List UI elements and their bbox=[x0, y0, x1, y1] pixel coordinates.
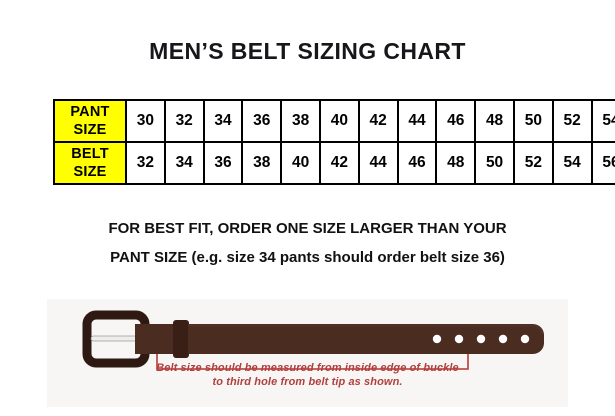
belt-size-cell: 34 bbox=[163, 141, 205, 185]
page-title: MEN’S BELT SIZING CHART bbox=[149, 38, 466, 64]
belt-hole bbox=[498, 334, 508, 344]
belt-hole bbox=[454, 334, 464, 344]
belt-size-cell: 44 bbox=[357, 141, 399, 185]
belt-strap-buckle-end bbox=[135, 324, 173, 354]
belt-size-cell: 38 bbox=[241, 141, 283, 185]
pant-size-cell: 36 bbox=[241, 99, 283, 143]
belt-illustration bbox=[82, 310, 544, 370]
belt-size-cell: 48 bbox=[435, 141, 477, 185]
row-header-pant-size-line2: SIZE bbox=[73, 122, 107, 138]
pant-size-cell: 52 bbox=[551, 99, 593, 143]
belt-caption-line1: Belt size should be measured from inside… bbox=[156, 362, 459, 374]
belt-size-cell: 32 bbox=[125, 141, 166, 185]
belt-hole bbox=[432, 334, 442, 344]
row-header-belt-size-line2: SIZE bbox=[73, 164, 107, 180]
table-row-pant-size: PANT SIZE 30 32 34 36 38 40 42 44 46 48 … bbox=[53, 99, 615, 143]
belt-size-cell: 56 bbox=[590, 141, 615, 185]
size-chart-table-container: PANT SIZE 30 32 34 36 38 40 42 44 46 48 … bbox=[53, 99, 615, 185]
pant-size-cell: 32 bbox=[163, 99, 205, 143]
belt-keeper-loop bbox=[173, 320, 189, 358]
belt-size-cell: 50 bbox=[474, 141, 515, 185]
belt-caption-line2: to third hole from belt tip as shown. bbox=[212, 375, 403, 388]
belt-size-cell: 52 bbox=[512, 141, 554, 185]
pant-size-cell: 30 bbox=[125, 99, 166, 143]
belt-size-cell: 40 bbox=[280, 141, 321, 185]
pant-size-cell: 38 bbox=[280, 99, 321, 143]
belt-strap-body bbox=[188, 324, 544, 354]
belt-size-cell: 36 bbox=[202, 141, 244, 185]
fit-instruction-line1: FOR BEST FIT, ORDER ONE SIZE LARGER THAN… bbox=[108, 220, 507, 237]
row-header-pant-size: PANT SIZE bbox=[53, 99, 127, 143]
row-header-belt-size-line1: BELT bbox=[71, 145, 109, 162]
table-row-belt-size: BELT SIZE 32 34 36 38 40 42 44 46 48 50 … bbox=[53, 141, 615, 185]
pant-size-cell: 34 bbox=[202, 99, 244, 143]
belt-hole bbox=[476, 334, 486, 344]
measurement-bracket bbox=[156, 354, 469, 370]
pant-size-cell: 48 bbox=[474, 99, 515, 143]
pant-size-cell: 50 bbox=[512, 99, 554, 143]
row-header-pant-size-line1: PANT bbox=[70, 103, 110, 120]
belt-measurement-caption: Belt size should be measured from inside… bbox=[47, 362, 568, 389]
fit-instruction-line2: PANT SIZE (e.g. size 34 pants should ord… bbox=[110, 249, 505, 266]
pant-size-cell: 46 bbox=[435, 99, 477, 143]
belt-hole bbox=[520, 334, 530, 344]
size-chart-table: PANT SIZE 30 32 34 36 38 40 42 44 46 48 … bbox=[53, 99, 615, 185]
row-header-belt-size: BELT SIZE bbox=[53, 141, 127, 185]
belt-holes bbox=[432, 334, 530, 344]
belt-strap-highlight bbox=[188, 324, 543, 335]
belt-size-cell: 42 bbox=[318, 141, 360, 185]
belt-size-cell: 46 bbox=[396, 141, 438, 185]
pant-size-cell: 54 bbox=[590, 99, 615, 143]
pant-size-cell: 40 bbox=[318, 99, 360, 143]
belt-diagram-panel: Belt size should be measured from inside… bbox=[47, 299, 568, 407]
belt-size-cell: 54 bbox=[551, 141, 593, 185]
pant-size-cell: 44 bbox=[396, 99, 438, 143]
fit-instruction-note: FOR BEST FIT, ORDER ONE SIZE LARGER THAN… bbox=[0, 214, 615, 272]
pant-size-cell: 42 bbox=[357, 99, 399, 143]
